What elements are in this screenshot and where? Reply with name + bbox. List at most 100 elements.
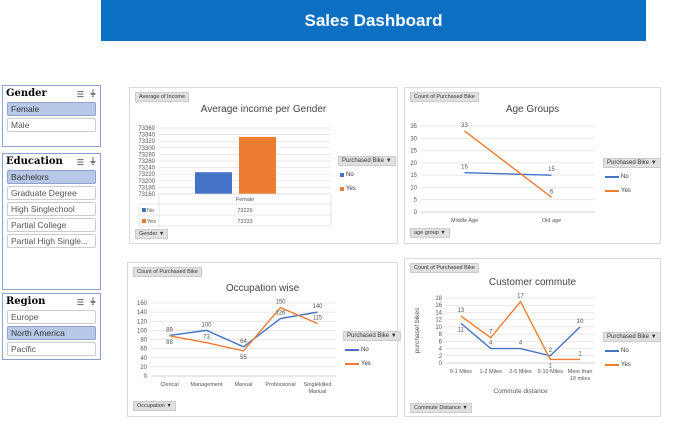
axis-field-button[interactable]: Gender ▼	[135, 229, 169, 239]
y-tick-label: 100	[137, 328, 148, 334]
slicer-item[interactable]: Partial High Single...	[7, 234, 96, 248]
table-value: 73333	[237, 219, 252, 225]
x-tick-label: 10 miles	[570, 376, 591, 382]
slicer-item[interactable]: Female	[7, 102, 96, 116]
slicer-title: Region	[6, 296, 46, 307]
y-axis-title: purchasef bikes	[414, 307, 421, 353]
data-label: 115	[313, 316, 323, 322]
plot-area: 0 5 10 15 20 25 30 35 16 33 15 6 Middle Age Old age	[410, 123, 595, 224]
dropdown-icon: ▼	[164, 403, 172, 409]
value-field-button[interactable]: Count of Purchased Bike	[410, 263, 479, 273]
legend-label: Yes	[621, 188, 631, 194]
axis-field-label: Gender	[139, 231, 158, 237]
clear-filter-icon[interactable]: ⏚	[89, 88, 97, 98]
x-tick-label: Management	[190, 382, 223, 388]
legend-filter-button[interactable]: Purchased Bike ▼	[343, 331, 401, 341]
x-tick-label: Professional	[265, 382, 295, 388]
multi-select-icon[interactable]: ☰	[76, 88, 84, 99]
slicer-item[interactable]: Pacific	[7, 342, 96, 356]
income-by-gender-chart: Average of Income Gender ▼ Average income …	[129, 87, 398, 244]
legend-item-no: No	[605, 348, 661, 354]
legend-swatch	[340, 187, 344, 191]
chart-title: Age Groups	[505, 104, 560, 115]
series-line-no	[464, 171, 552, 176]
y-tick-label: 160	[137, 301, 148, 307]
legend-filter-button[interactable]: Purchased Bike ▼	[603, 158, 661, 168]
slicer-gender: Gender ☰ ⏚ Female Male	[2, 85, 101, 147]
series-line-yes	[460, 300, 581, 361]
slicer-title: Education	[6, 156, 63, 167]
axis-field-button[interactable]: Occupation ▼	[133, 401, 176, 411]
y-tick-label: 73300	[138, 146, 155, 152]
slicer-item[interactable]: Europe	[7, 310, 96, 324]
clear-filter-icon[interactable]: ⏚	[89, 156, 97, 166]
y-tick-label: 73280	[138, 152, 155, 158]
slicer-title: Gender	[6, 88, 47, 99]
legend-label: Yes	[346, 186, 356, 192]
slicer-item[interactable]: Male	[7, 118, 96, 132]
x-tick-label: 5-10 Miles	[538, 369, 564, 375]
dropdown-icon: ▼	[384, 158, 392, 164]
legend-filter-button[interactable]: Purchased Bike ▼	[603, 332, 661, 342]
y-tick-label: 6	[439, 339, 443, 345]
value-field-button[interactable]: Average of Income	[135, 92, 190, 102]
legend-label: No	[361, 347, 369, 353]
multi-select-icon[interactable]: ☰	[76, 156, 84, 167]
legend-title: Purchased Bike	[607, 160, 650, 166]
data-label: 55	[240, 355, 247, 361]
multi-select-icon[interactable]: ☰	[76, 296, 84, 307]
data-label: 100	[201, 322, 212, 328]
dropdown-icon: ▼	[649, 334, 657, 340]
data-label: 150	[275, 300, 286, 306]
dropdown-icon: ▼	[157, 231, 165, 237]
legend-item-yes: Yes	[605, 188, 661, 194]
series-line-yes	[169, 306, 318, 352]
x-axis-title: Commute distance	[493, 388, 548, 395]
occupation-chart: Count of Purchased Bike Occupation ▼ Occup…	[127, 262, 401, 417]
y-tick-label: 15	[410, 173, 417, 179]
slicer-item[interactable]: High Singlechool	[7, 202, 96, 216]
data-label: 11	[458, 327, 465, 333]
slicer-item[interactable]: Bachelors	[7, 170, 96, 184]
slicer-item[interactable]: North America	[7, 326, 96, 340]
data-label: 7	[489, 330, 493, 336]
y-tick-label: 73260	[138, 159, 155, 165]
axis-field-button[interactable]: age group ▼	[410, 228, 450, 238]
slicer-item[interactable]: Graduate Degree	[7, 186, 96, 200]
series-line-no	[169, 311, 318, 348]
series-line-yes	[464, 130, 552, 198]
slicer-region: Region ☰ ⏚ Europe North America Pacific	[2, 293, 101, 360]
legend-label: Yes	[361, 361, 371, 367]
value-field-button[interactable]: Count of Purchased Bike	[133, 267, 202, 277]
data-label: 1	[549, 363, 553, 369]
y-tick-label: 10	[410, 185, 417, 191]
y-tick-label: 73340	[138, 133, 155, 139]
age-groups-chart: Count of Purchased Bike age group ▼ Age Gr…	[404, 87, 661, 244]
legend-label: Yes	[621, 362, 631, 368]
dropdown-icon: ▼	[649, 160, 657, 166]
y-tick-label: 140	[137, 310, 148, 316]
data-label: 10	[577, 319, 584, 325]
x-tick-label: 2-5 Miles	[509, 369, 532, 375]
axis-field-label: Occupation	[137, 403, 165, 409]
legend-filter-button[interactable]: Purchased Bike ▼	[338, 156, 396, 166]
axis-field-button[interactable]: Commute Distance ▼	[410, 403, 472, 413]
bar-no	[195, 172, 232, 194]
data-label: 4	[519, 341, 523, 347]
y-tick-label: 0	[439, 361, 443, 367]
chart-title: Average income per Gender	[200, 104, 327, 115]
clear-filter-icon[interactable]: ⏚	[89, 296, 97, 306]
dropdown-icon: ▼	[438, 230, 446, 236]
y-tick-label: 18	[435, 296, 442, 302]
legend-title: Purchased Bike	[347, 333, 390, 339]
data-label: 33	[461, 123, 468, 129]
table-value: 73226	[237, 208, 252, 214]
data-label: 88	[166, 340, 173, 346]
data-label: 4	[489, 341, 493, 347]
legend-title: Purchased Bike	[607, 334, 650, 340]
y-tick-label: 73200	[138, 179, 155, 185]
y-tick-label: 25	[410, 149, 417, 155]
slicer-education: Education ☰ ⏚ Bachelors Graduate Degree High …	[2, 153, 101, 290]
value-field-button[interactable]: Count of Purchased Bike	[410, 92, 479, 102]
slicer-item[interactable]: Partial College	[7, 218, 96, 232]
